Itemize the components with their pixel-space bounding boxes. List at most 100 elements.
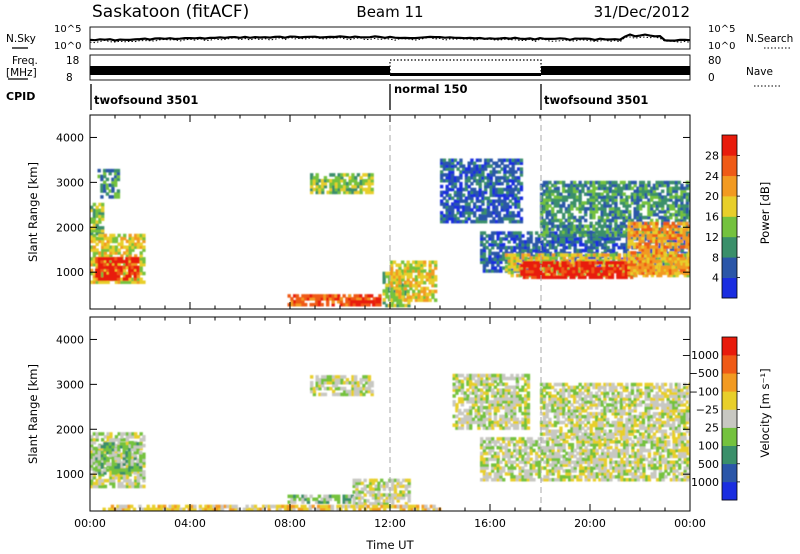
cpid-segment-twofsound-2: twofsound 3501 (544, 93, 648, 107)
colorbar-swatch-0 (722, 481, 737, 501)
colorbar-tick-label-6: 28 (705, 149, 719, 162)
velocity-panel: 1000 2000 3000 4000 00:00 04:00 08:00 12:00 16:… (56, 316, 706, 530)
colorbar-tick-label-7: −1000 (682, 349, 719, 362)
velocity-data-cells (90, 373, 690, 511)
colorbar-swatch-6 (722, 373, 737, 392)
colorbar-swatch-0 (722, 277, 737, 299)
power-echo-region-3 (95, 256, 140, 281)
x-tick-label-6: 00:00 (674, 517, 706, 530)
x-tick-label-3: 12:00 (374, 517, 406, 530)
freq-block-normal (390, 73, 541, 76)
colorbar-swatch-7 (722, 135, 737, 156)
power-echo-region-5 (287, 294, 382, 307)
freq-strip (89, 54, 691, 81)
power-echo-region-6 (350, 300, 381, 307)
colorbar-tick-label-2: 100 (698, 440, 719, 453)
colorbar-tick-label-2: 12 (705, 231, 719, 244)
power-echo-region-14 (627, 221, 690, 276)
x-tick-label-1: 04:00 (174, 517, 206, 530)
nave-tick-low: 0 (708, 72, 715, 84)
nave-tick-high: 80 (708, 55, 721, 67)
colorbar-swatch-3 (722, 427, 737, 446)
velocity-y-axis: 1000 2000 3000 4000 (56, 333, 690, 481)
freq-tick-low: 8 (66, 72, 73, 84)
x-tick-label-5: 20:00 (574, 517, 606, 530)
velocity-echo-region-1 (95, 442, 143, 475)
power-echo-region-4 (310, 173, 374, 195)
colorbar-swatch-6 (722, 155, 737, 177)
power-y-axis: 1000 2000 3000 4000 (56, 131, 690, 279)
colorbar-swatch-1 (722, 257, 737, 278)
velocity-echo-region-6 (480, 437, 690, 482)
cpid-label: CPID (6, 90, 35, 103)
power-echo-region-8 (390, 260, 438, 302)
nsearch-label: N.Search (746, 33, 793, 45)
power-data-cells (90, 158, 690, 308)
colorbar-swatch-7 (722, 355, 737, 374)
power-echo-region-9 (440, 158, 524, 224)
power-x-ticks (89, 115, 691, 309)
x-tick-label-2: 08:00 (274, 517, 306, 530)
nsky-trace (89, 33, 691, 42)
colorbar-tick-label-5: −100 (689, 385, 719, 398)
colorbar-tick-label-1: 8 (712, 251, 719, 264)
velocity-colorbar-label: Velocity [m s⁻¹] (758, 368, 772, 457)
colorbar-swatch-5 (722, 391, 737, 410)
colorbar-swatch-8 (722, 337, 737, 356)
x-tick-label-4: 16:00 (474, 517, 506, 530)
velocity-echo-region-3 (287, 494, 355, 504)
nave-label: Nave (746, 66, 773, 78)
nsky-tick-low: 10^0 (54, 41, 81, 52)
velocity-echo-region-8 (540, 382, 690, 439)
cpid-segment-twofsound-1: twofsound 3501 (94, 93, 198, 107)
cpid-segment-normal: normal 150 (394, 82, 467, 96)
power-colorbar-label: Power [dB] (758, 182, 772, 245)
y-tick-label-4000: 4000 (56, 333, 84, 346)
colorbar-tick-label-0: 1000 (691, 476, 719, 489)
velocity-colorbar: 1000 500 100 25 −25 −100 −500 −1000 (682, 336, 740, 501)
freq-tick-high: 18 (66, 55, 79, 67)
colorbar-tick-label-3: 25 (705, 422, 719, 435)
date-title: 31/Dec/2012 (594, 3, 690, 21)
nsky-tick-high: 10^5 (54, 24, 81, 35)
velocity-x-axis: 00:00 04:00 08:00 12:00 16:00 20:00 00:00 (74, 317, 706, 530)
nsearch-tick-low: 10^0 (708, 41, 735, 52)
nsearch-trace (89, 36, 691, 44)
colorbar-tick-label-1: 500 (698, 458, 719, 471)
y-tick-label-1000: 1000 (56, 266, 84, 279)
power-echo-region-0 (97, 168, 121, 199)
colorbar-swatch-2 (722, 236, 737, 258)
station-title: Saskatoon (fitACF) (92, 2, 249, 22)
y-tick-label-2000: 2000 (56, 423, 84, 436)
velocity-echo-region-5 (102, 504, 442, 511)
velocity-ylabel: Slant Range [km] (26, 364, 40, 464)
nsky-strip (89, 26, 691, 50)
velocity-echo-region-7 (452, 373, 531, 430)
freq-block-twofsound-2 (541, 66, 690, 75)
y-tick-label-3000: 3000 (56, 378, 84, 391)
power-colorbar: 4 8 12 16 20 24 28 (705, 134, 740, 299)
y-tick-label-1000: 1000 (56, 468, 84, 481)
colorbar-swatch-2 (722, 445, 737, 465)
freq-label: Freq. (12, 55, 38, 67)
colorbar-tick-label-5: 24 (705, 170, 719, 183)
x-tick-label-0: 00:00 (74, 517, 106, 530)
power-panel: 1000 2000 3000 4000 (56, 114, 691, 310)
colorbar-swatch-3 (722, 216, 737, 238)
colorbar-tick-label-4: −25 (696, 403, 719, 416)
colorbar-swatch-1 (722, 463, 737, 483)
colorbar-tick-label-3: 16 (705, 211, 719, 224)
y-tick-label-3000: 3000 (56, 176, 84, 189)
y-tick-label-4000: 4000 (56, 131, 84, 144)
colorbar-tick-label-0: 4 (712, 272, 719, 285)
colorbar-swatch-5 (722, 175, 737, 197)
nsky-label: N.Sky (6, 33, 36, 45)
nave-trace (389, 59, 542, 74)
nsearch-tick-high: 10^5 (708, 24, 735, 35)
freq-block-twofsound-1 (90, 66, 390, 75)
x-axis-title: Time UT (365, 538, 414, 552)
velocity-echo-region-4 (352, 478, 411, 509)
colorbar-tick-label-4: 20 (705, 190, 719, 203)
freq-unit: [MHz] (6, 67, 37, 79)
